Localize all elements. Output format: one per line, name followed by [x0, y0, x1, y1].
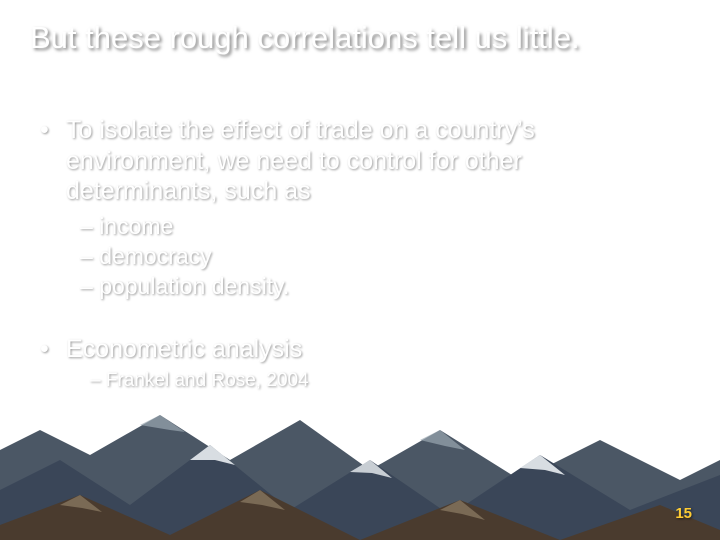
- bullet-2-text: Econometric analysis: [66, 334, 302, 365]
- bullet-1-sublist: – income – democracy – population densit…: [80, 212, 680, 300]
- bullet-1: • To isolate the effect of trade on a co…: [40, 115, 680, 207]
- bullet-2: • Econometric analysis: [40, 334, 680, 365]
- sub2-item: – Frankel and Rose, 2004: [90, 369, 680, 392]
- sub-item: – democracy: [80, 242, 680, 270]
- sub-item-label: income: [99, 213, 173, 239]
- bullet-2-sublist: – Frankel and Rose, 2004: [90, 369, 680, 392]
- bullet-dot-icon: •: [40, 334, 66, 365]
- slide-body: • To isolate the effect of trade on a co…: [40, 115, 680, 392]
- page-number: 15: [675, 505, 692, 522]
- sub2-item-label: Frankel and Rose, 2004: [106, 370, 309, 391]
- sub-item: – population density.: [80, 272, 680, 300]
- bullet-1-text: To isolate the effect of trade on a coun…: [66, 115, 680, 207]
- slide: But these rough correlations tell us lit…: [0, 0, 720, 540]
- sub-item-label: democracy: [99, 243, 211, 269]
- sub-item: – income: [80, 212, 680, 240]
- slide-title: But these rough correlations tell us lit…: [30, 20, 690, 66]
- sub-item-label: population density.: [99, 273, 289, 299]
- bullet-dot-icon: •: [40, 115, 66, 207]
